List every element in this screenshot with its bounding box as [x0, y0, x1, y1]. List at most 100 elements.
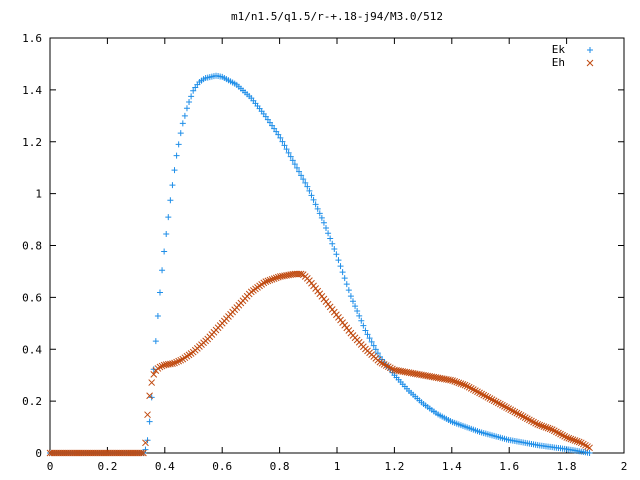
data-point-eh [530, 418, 537, 426]
y-tick-label: 1.6 [22, 32, 42, 45]
data-point-ek [310, 196, 317, 203]
y-tick-label: 1.4 [22, 84, 42, 97]
data-point-ek [302, 179, 309, 186]
data-point-eh [376, 358, 384, 366]
data-point-ek [586, 450, 593, 456]
data-point-ek [327, 235, 334, 242]
data-point-eh [453, 378, 461, 386]
data-point-ek [298, 172, 305, 179]
data-point-eh [544, 424, 552, 432]
data-point-ek [364, 331, 371, 338]
data-point-ek [366, 335, 373, 342]
data-point-ek [262, 113, 269, 120]
data-point-eh [538, 422, 546, 430]
data-point-eh [565, 434, 573, 442]
data-point-eh [268, 276, 276, 283]
data-point-eh [167, 360, 174, 368]
data-point-eh [142, 439, 149, 447]
legend-label-eh: Eh [552, 56, 565, 69]
data-point-eh [511, 408, 519, 416]
data-point-eh [457, 380, 465, 388]
data-point-eh [158, 362, 166, 370]
data-point-eh [476, 389, 483, 397]
data-point-eh [146, 392, 153, 400]
data-point-eh [140, 449, 147, 457]
data-point-ek [154, 313, 161, 320]
data-point-eh [445, 376, 452, 384]
data-point-ek [296, 168, 303, 175]
x-tick-label: 0.8 [270, 460, 290, 473]
data-point-eh [469, 386, 477, 393]
data-point-eh [532, 419, 539, 427]
data-point-ek [343, 281, 350, 288]
data-point-ek [181, 112, 188, 119]
data-point-eh [586, 444, 593, 452]
data-point-eh [449, 377, 456, 385]
data-point-ek [300, 176, 307, 183]
data-point-ek [273, 128, 280, 135]
data-point-ek [331, 246, 338, 253]
data-point-ek [285, 149, 292, 156]
x-tick-label: 1 [334, 460, 341, 473]
data-point-eh [492, 398, 500, 406]
data-point-eh [173, 358, 180, 366]
data-point-eh [447, 376, 454, 384]
data-point-eh [478, 390, 486, 398]
data-point-ek [159, 267, 166, 274]
data-point-ek [163, 231, 170, 238]
data-point-eh [523, 415, 531, 423]
data-point-eh [272, 274, 280, 282]
data-point-ek [283, 146, 290, 153]
data-point-ek [277, 134, 284, 141]
data-point-ek [179, 120, 186, 127]
y-tick-label: 1.2 [22, 136, 42, 149]
data-point-eh [270, 275, 278, 282]
data-point-eh [472, 387, 479, 394]
data-point-eh [546, 425, 554, 433]
data-point-eh [536, 421, 544, 429]
data-point-eh [519, 413, 527, 420]
data-point-eh [482, 392, 490, 400]
data-point-ek [341, 275, 348, 282]
data-point-eh [501, 402, 508, 410]
data-point-eh [521, 414, 529, 421]
data-point-eh [484, 393, 492, 401]
data-point-eh [156, 363, 164, 371]
data-point-eh [150, 371, 158, 378]
data-point-eh [384, 363, 392, 371]
y-tick-label: 0.6 [22, 291, 42, 304]
data-point-eh [389, 365, 396, 373]
data-point-ek [337, 263, 344, 270]
data-point-eh [557, 430, 564, 438]
y-tick-label: 0.2 [22, 395, 42, 408]
data-point-eh [575, 438, 583, 446]
plot-frame [49, 37, 625, 454]
data-point-eh [467, 384, 475, 392]
x-tick-label: 0.6 [212, 460, 232, 473]
data-point-eh [509, 407, 517, 415]
data-point-ek [316, 210, 323, 217]
data-point-eh [177, 356, 185, 364]
data-point-ek [275, 131, 282, 138]
x-tick-label: 1.6 [499, 460, 519, 473]
axis-ticks: 0 0.2 0.4 0.6 0.8 1 1.2 1.4 1.6 1.8 2 0 0.2 0.4 0.6 0.8… [22, 32, 627, 473]
data-point-ek [264, 116, 271, 123]
data-point-ek [354, 307, 361, 314]
data-point-ek [293, 164, 300, 171]
data-point-ek [304, 183, 311, 190]
data-point-ek [177, 130, 184, 137]
data-point-ek [335, 257, 342, 264]
data-point-eh [496, 400, 504, 408]
data-point-ek [308, 192, 315, 199]
data-point-eh [480, 391, 488, 399]
data-point-eh [169, 360, 176, 368]
data-point-eh [499, 401, 506, 409]
data-point-eh [553, 428, 560, 436]
data-point-eh [559, 431, 566, 439]
data-point-ek [370, 342, 377, 349]
data-point-eh [567, 435, 575, 443]
data-point-ek [171, 167, 178, 174]
data-point-ek [329, 240, 336, 247]
data-point-ek [372, 346, 379, 353]
data-point-ek [173, 152, 180, 159]
